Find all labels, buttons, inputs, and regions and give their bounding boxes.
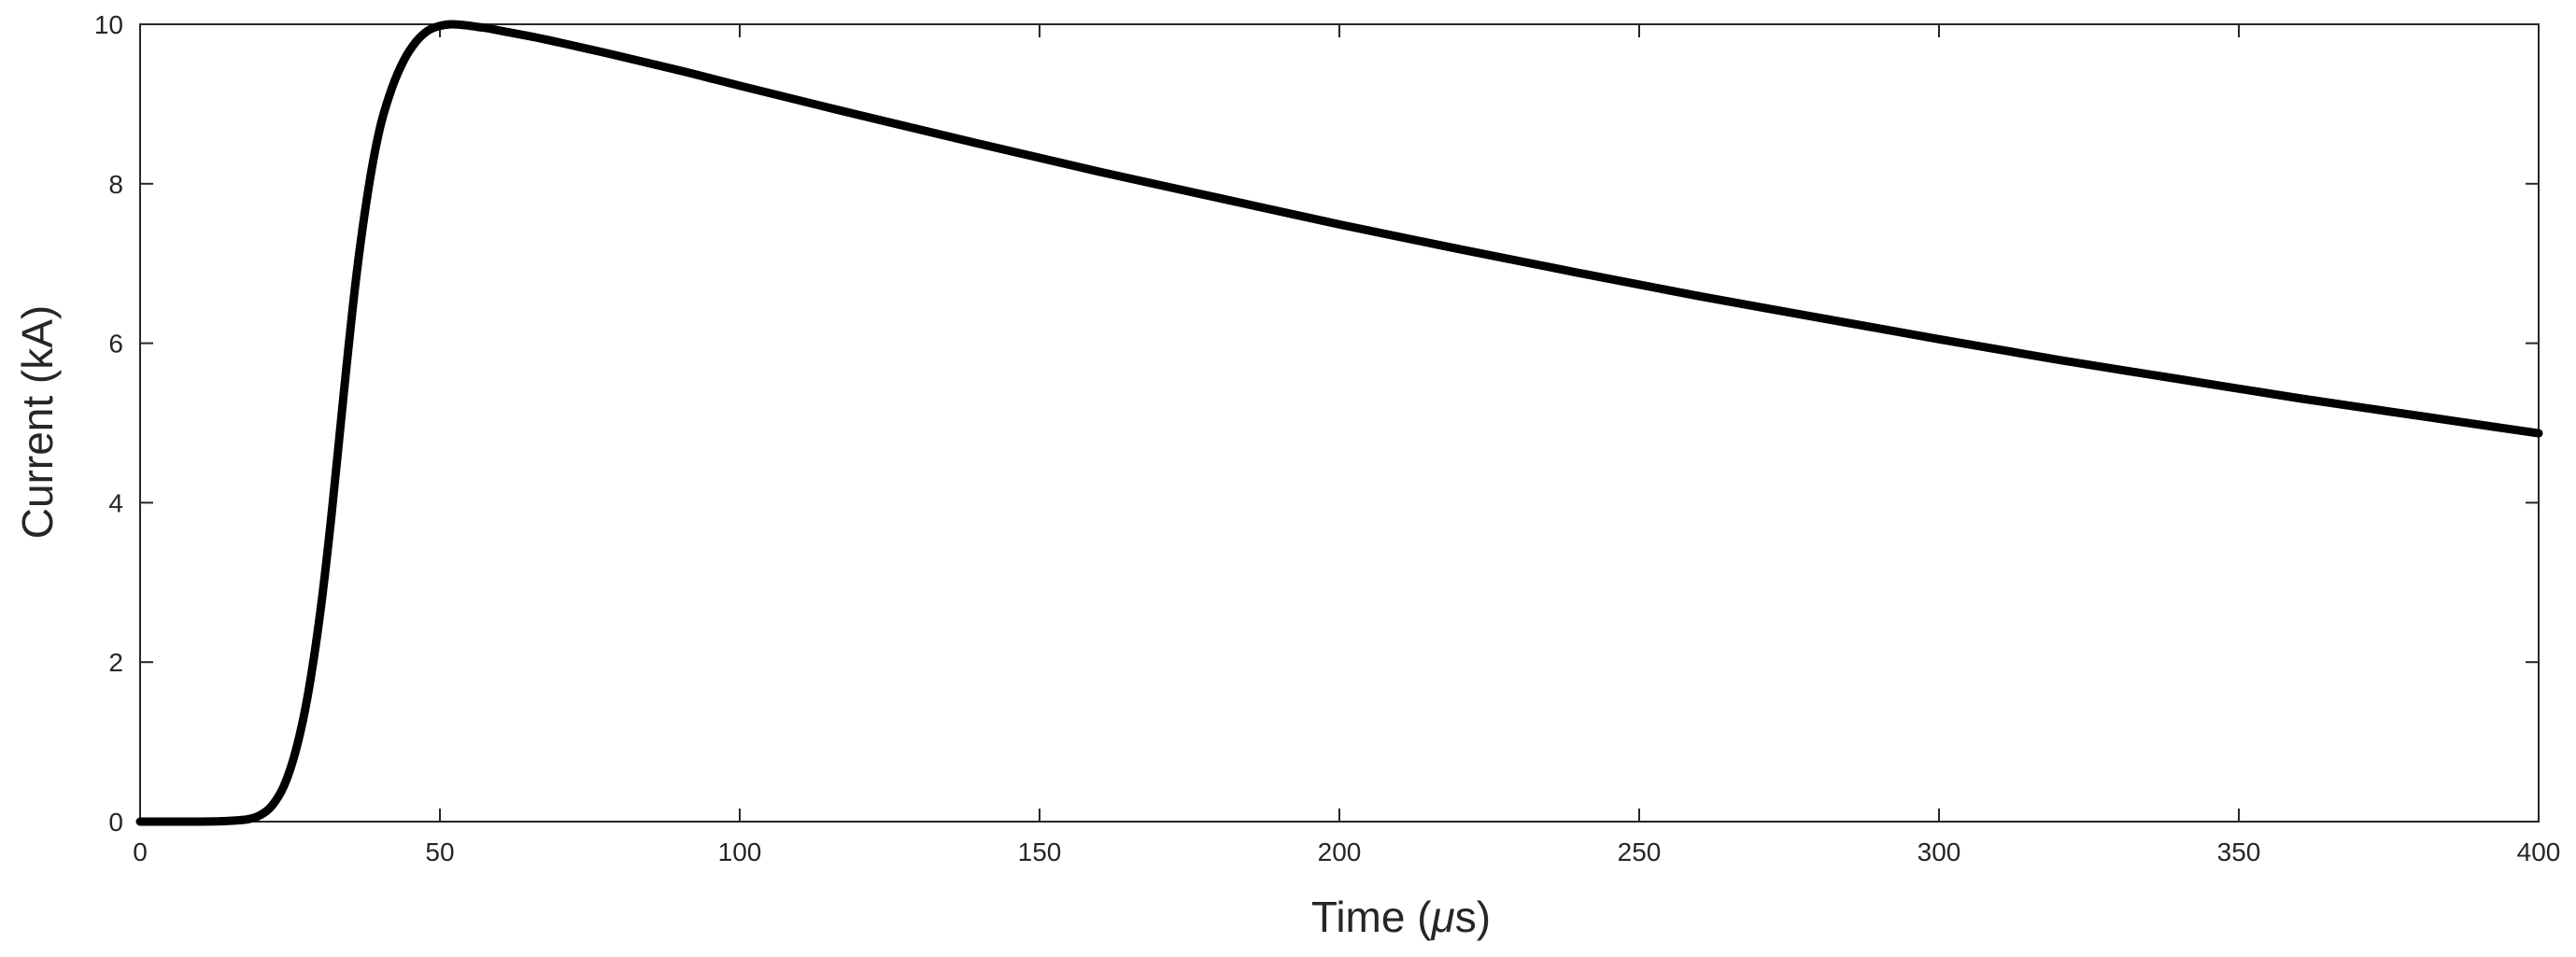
x-tick-label: 350 xyxy=(2217,837,2261,866)
x-tick-label: 250 xyxy=(1618,837,1662,866)
series-line-current xyxy=(135,20,2543,826)
x-axis-title-suffix: s) xyxy=(1455,893,1491,941)
y-tick-label: 6 xyxy=(108,330,123,359)
x-tick-label: 200 xyxy=(1318,837,1362,866)
plot-layer: 0 50 100 150 200 250 300 350 400 0 2 4 6 8 10 xyxy=(94,10,2561,866)
y-axis-title: Current (kA) xyxy=(13,305,62,539)
y-tick-label: 2 xyxy=(108,648,123,677)
x-tick-label: 150 xyxy=(1018,837,1062,866)
y-tick-label: 4 xyxy=(108,488,123,517)
x-axis-title-prefix: Time ( xyxy=(1311,893,1432,941)
y-tick-label: 0 xyxy=(108,808,123,837)
x-tick-label: 300 xyxy=(1918,837,1961,866)
x-tick-label: 100 xyxy=(718,837,762,866)
y-tick-label: 10 xyxy=(94,10,123,39)
x-axis-title: Time (μs) xyxy=(1311,893,1491,941)
x-tick-label: 50 xyxy=(425,837,454,866)
y-tick-label: 8 xyxy=(108,170,123,199)
x-axis-title-mu: μ xyxy=(1431,893,1455,941)
x-tick-label: 400 xyxy=(2517,837,2561,866)
x-tick-label: 0 xyxy=(133,837,148,866)
